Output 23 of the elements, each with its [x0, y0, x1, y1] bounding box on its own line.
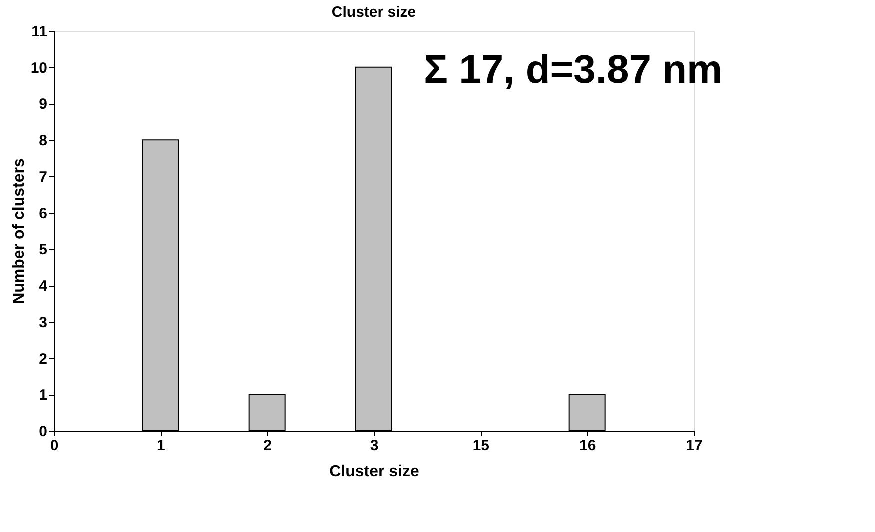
- y-tick-label: 2: [39, 350, 48, 368]
- x-tick-label: 0: [50, 438, 59, 454]
- y-tick-label: 3: [39, 314, 48, 332]
- y-tick-label: 0: [39, 424, 48, 440]
- y-tick-label: 7: [39, 168, 48, 186]
- y-tick-label: 4: [39, 278, 48, 296]
- x-tick-label: 3: [370, 438, 379, 454]
- x-tick-label: 2: [264, 438, 272, 454]
- annotation: Σ 17, d=3.87 nm: [424, 48, 723, 92]
- y-tick-label: 11: [32, 24, 48, 40]
- y-tick-label: 8: [39, 132, 48, 150]
- x-axis-title: Cluster size: [330, 464, 420, 480]
- x-tick-label: 16: [579, 438, 596, 454]
- y-tick-label: 10: [30, 60, 48, 77]
- y-tick-label: 9: [39, 96, 48, 114]
- y-axis-title: Number of clusters: [10, 158, 28, 304]
- chart-title: Cluster size: [332, 4, 416, 21]
- y-tick-label: 1: [39, 387, 48, 404]
- x-tick-label: 17: [686, 438, 703, 454]
- x-tick-label: 15: [472, 438, 490, 454]
- y-tick-label: 5: [39, 242, 48, 259]
- y-tick-label: 6: [39, 205, 48, 222]
- x-tick-label: 1: [156, 438, 166, 454]
